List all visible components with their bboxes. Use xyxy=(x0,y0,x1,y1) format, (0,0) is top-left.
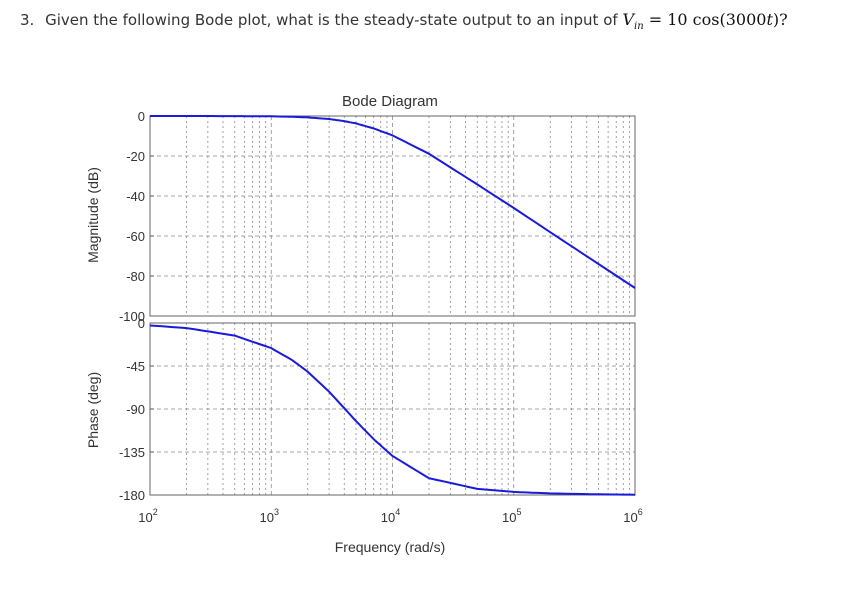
magnitude-series-line xyxy=(150,115,636,289)
magnitude-tick-label: -80 xyxy=(126,269,145,284)
math-tail: )? xyxy=(772,10,788,29)
magnitude-tick-label: -100 xyxy=(119,309,145,324)
phase-tick-label: -90 xyxy=(126,402,145,417)
magnitude-tick-label: -20 xyxy=(126,149,145,164)
magnitude-axis-label: Magnitude (dB) xyxy=(85,167,101,263)
math-time-variable: t xyxy=(766,10,773,29)
chart-title: Bode Diagram xyxy=(342,93,438,110)
phase-tick-label: -180 xyxy=(119,488,145,503)
math-rhs: = 10 cos(3000 xyxy=(648,10,767,29)
question-math: Vin = 10 cos(3000t)? xyxy=(622,10,788,33)
frequency-tick-label: 104 xyxy=(381,507,400,525)
phase-tick-label: -45 xyxy=(126,359,145,374)
frequency-tick-label: 103 xyxy=(260,507,279,525)
phase-series-line xyxy=(149,324,636,496)
frequency-tick-label: 105 xyxy=(502,507,521,525)
phase-tick-label: -135 xyxy=(119,445,145,460)
phase-axis-label: Phase (deg) xyxy=(85,372,101,448)
magnitude-panel: 0 -20 -40 -60 -80 -100 xyxy=(119,109,636,324)
magnitude-tick-label: -60 xyxy=(126,229,145,244)
math-subscript: in xyxy=(634,21,644,33)
phase-tick-label: 0 xyxy=(138,316,145,331)
frequency-tick-labels: 102 103 104 105 106 xyxy=(138,507,642,525)
frequency-tick-label: 106 xyxy=(623,507,642,525)
magnitude-tick-label: -40 xyxy=(126,189,145,204)
question-text: 3. Given the following Bode plot, what i… xyxy=(20,10,788,32)
phase-panel: 0 -45 -90 -135 -180 xyxy=(119,316,636,503)
math-variable: V xyxy=(622,10,634,29)
question-number: 3. xyxy=(20,11,35,29)
x-axis-label: Frequency (rad/s) xyxy=(335,539,445,555)
frequency-tick-label: 102 xyxy=(138,507,157,525)
question-body: Given the following Bode plot, what is t… xyxy=(45,11,618,29)
magnitude-axes-frame xyxy=(149,115,636,317)
phase-axes-frame xyxy=(149,322,636,496)
magnitude-tick-label: 0 xyxy=(138,109,145,124)
